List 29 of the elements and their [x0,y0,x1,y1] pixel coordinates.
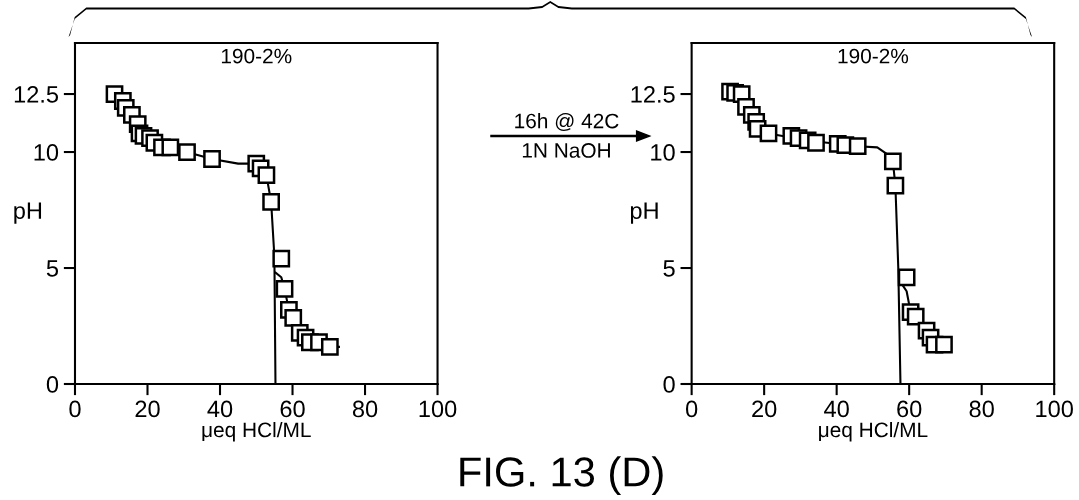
caption: FIG. 13 (D) [460,456,663,495]
x-tick-label: 20 [752,400,777,418]
x-tick-label: 40 [207,400,233,418]
x-tick-label: 20 [135,400,160,418]
y-tick-label: 5 [663,260,675,277]
x-tick-label: 60 [897,400,922,418]
x-tick-label: 80 [352,400,378,418]
x-tick-label: 100 [419,400,457,418]
y-axis-title: pH [630,202,658,224]
x-tick-label: 0 [69,400,81,418]
x-tick-label: 60 [280,400,305,418]
y-tick-label: 5 [46,260,59,277]
x-tick-label: 0 [686,400,698,418]
y-axis-title: pH [14,202,42,224]
text: 16h @ 42C [515,113,619,132]
chart-title: 190-2% [221,48,292,64]
x-tick-label: 40 [824,400,849,418]
x-axis-title: μeq HCl/ML [819,421,928,442]
x-tick-label: 100 [1036,400,1073,418]
chart-title: 190-2% [838,48,909,64]
text: 1N NaOH [522,143,610,158]
x-tick-label: 80 [969,400,994,418]
y-tick-label: 0 [46,376,59,393]
y-tick-label: 12.5 [14,86,59,103]
y-tick-label: 12.5 [631,86,675,103]
x-axis-title: μeq HCl/ML [202,421,311,442]
y-tick-label: 10 [34,144,59,161]
y-tick-label: 0 [663,376,675,393]
y-tick-label: 10 [651,144,675,161]
